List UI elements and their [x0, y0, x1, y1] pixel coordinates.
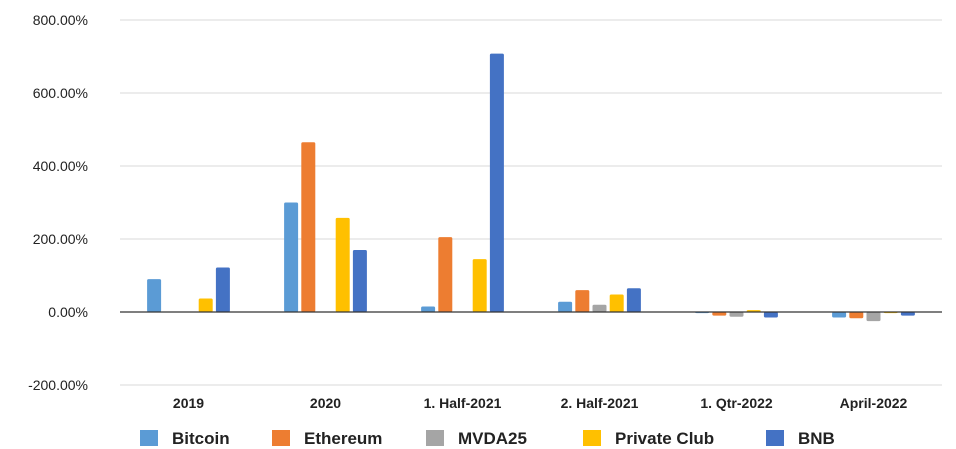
legend-label: Private Club [615, 429, 714, 448]
legend-item: Private Club [583, 429, 714, 448]
y-tick-label: 0.00% [48, 304, 88, 320]
legend-swatch [426, 430, 444, 446]
bar-ethereum [438, 237, 453, 312]
bar-ethereum [301, 142, 316, 312]
legend-swatch [140, 430, 158, 446]
legend-swatch [766, 430, 784, 446]
y-axis-ticks: 800.00% 600.00% 400.00% 200.00% 0.00% -200.00… [28, 12, 88, 393]
legend: Bitcoin Ethereum MVDA25 Private Club BNB [140, 429, 835, 448]
bar-bnb [489, 53, 504, 313]
y-tick-label: 400.00% [33, 158, 88, 174]
x-tick-label: 2. Half-2021 [561, 395, 639, 411]
bar-ethereum [575, 290, 590, 312]
bar-mvda25 [729, 312, 744, 317]
x-tick-label: 2019 [173, 395, 204, 411]
x-tick-label: 2020 [310, 395, 341, 411]
legend-item: Bitcoin [140, 429, 230, 448]
legend-label: Ethereum [304, 429, 382, 448]
y-tick-label: 200.00% [33, 231, 88, 247]
bar-bitcoin [421, 306, 436, 312]
bar-bnb [626, 288, 641, 312]
bars [147, 53, 915, 322]
bar-private-club [609, 294, 624, 312]
legend-swatch [583, 430, 601, 446]
legend-label: BNB [798, 429, 835, 448]
legend-label: Bitcoin [172, 429, 230, 448]
bar-bitcoin [558, 301, 573, 312]
bar-bitcoin [832, 312, 847, 318]
bar-bitcoin [284, 202, 299, 312]
bar-private-club [472, 259, 487, 312]
bar-ethereum [712, 312, 727, 316]
gridlines [120, 19, 942, 386]
bar-bnb [352, 249, 367, 312]
bar-mvda25 [592, 304, 607, 312]
x-tick-label: April-2022 [840, 395, 908, 411]
bar-bnb [763, 312, 778, 318]
legend-item: Ethereum [272, 429, 382, 448]
legend-item: BNB [766, 429, 835, 448]
legend-swatch [272, 430, 290, 446]
y-tick-label: 800.00% [33, 12, 88, 28]
bar-private-club [198, 298, 213, 312]
x-tick-label: 1. Qtr-2022 [700, 395, 773, 411]
bar-mvda25 [866, 312, 881, 322]
y-tick-label: -200.00% [28, 377, 88, 393]
bar-ethereum [849, 312, 864, 319]
y-tick-label: 600.00% [33, 85, 88, 101]
bar-private-club [335, 217, 350, 312]
bar-bnb [900, 312, 915, 316]
bar-bitcoin [147, 279, 162, 312]
bar-bnb [215, 267, 230, 312]
legend-label: MVDA25 [458, 429, 527, 448]
x-tick-label: 1. Half-2021 [424, 395, 502, 411]
legend-item: MVDA25 [426, 429, 527, 448]
x-axis-ticks: 2019 2020 1. Half-2021 2. Half-2021 1. Qtr-2… [173, 395, 908, 411]
